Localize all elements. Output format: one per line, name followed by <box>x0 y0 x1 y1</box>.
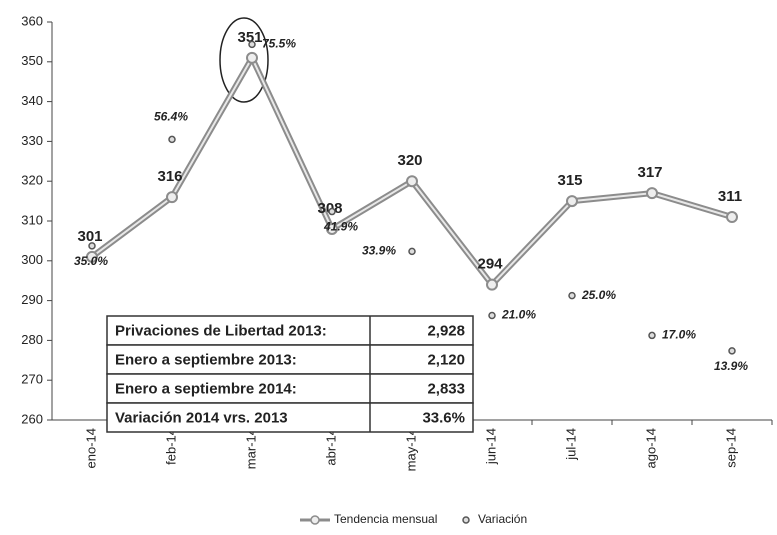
variation-point <box>408 247 416 256</box>
variation-point <box>248 40 256 49</box>
variation-point <box>728 347 736 355</box>
y-tick-label: 290 <box>21 292 43 307</box>
trend-point <box>86 250 98 263</box>
y-tick-label: 360 <box>21 13 43 28</box>
x-tick-label: mar-14 <box>243 428 258 469</box>
data-label: 316 <box>157 168 182 185</box>
variation-label: 56.4% <box>154 110 188 124</box>
trend-point <box>566 195 578 208</box>
x-tick-label: ago-14 <box>643 428 658 468</box>
y-tick-label: 320 <box>21 173 43 188</box>
legend-marker <box>462 516 470 524</box>
variation-point <box>328 207 336 216</box>
variation-label: 21.0% <box>501 308 536 322</box>
table-value: 2,120 <box>427 351 465 368</box>
table-value: 2,928 <box>427 322 465 339</box>
trend-point <box>246 51 258 64</box>
legend-marker <box>310 515 320 525</box>
table-label: Enero a septiembre 2013: <box>115 351 297 368</box>
y-tick-label: 270 <box>21 372 43 387</box>
y-tick-label: 330 <box>21 133 43 148</box>
table-row <box>106 402 474 433</box>
variation-point <box>168 135 176 144</box>
data-label: 294 <box>477 256 503 273</box>
trend-point <box>486 278 498 291</box>
data-label: 320 <box>397 152 422 169</box>
trend-point <box>406 175 418 188</box>
legend-label: Tendencia mensual <box>334 512 437 526</box>
data-label: 301 <box>77 228 102 245</box>
table-label: Enero a septiembre 2014: <box>115 380 297 397</box>
variation-label: 25.0% <box>581 288 616 302</box>
x-tick-label: jun-14 <box>483 428 498 465</box>
x-tick-label: feb-14 <box>163 428 178 465</box>
legend-label: Variación <box>478 512 527 526</box>
variation-point <box>88 242 96 250</box>
trend-point <box>326 222 338 235</box>
y-tick-label: 280 <box>21 332 43 347</box>
y-tick-label: 350 <box>21 53 43 68</box>
data-label: 317 <box>637 164 662 181</box>
variation-point <box>648 331 656 340</box>
trend-point <box>646 187 658 200</box>
data-label: 311 <box>718 188 742 205</box>
table-label: Privaciones de Libertad 2013: <box>115 322 327 339</box>
table-row <box>106 373 474 404</box>
trend-point <box>166 191 178 204</box>
table-row <box>106 344 474 375</box>
table-label: Variación 2014 vrs. 2013 <box>115 409 288 426</box>
variation-label: 17.0% <box>662 328 696 342</box>
variation-label: 33.9% <box>362 244 396 258</box>
variation-point <box>488 311 496 320</box>
highlight-ellipse <box>219 17 269 103</box>
variation-label: 35.0% <box>74 254 108 268</box>
table-value: 33.6% <box>422 409 465 426</box>
y-tick-label: 300 <box>21 252 43 267</box>
variation-label: 13.9% <box>714 359 748 373</box>
data-label: 315 <box>557 172 582 189</box>
x-tick-label: sep-14 <box>723 428 738 468</box>
y-tick-label: 340 <box>21 93 43 108</box>
x-tick-label: jul-14 <box>563 428 578 461</box>
x-tick-label: eno-14 <box>83 428 98 468</box>
variation-label: 75.5% <box>262 37 296 51</box>
y-tick-label: 310 <box>21 212 43 227</box>
y-tick-label: 260 <box>21 411 43 426</box>
table-value: 2,833 <box>427 380 465 397</box>
trend-point <box>726 211 738 224</box>
table-row <box>106 315 474 346</box>
data-label: 351 <box>237 29 262 46</box>
x-tick-label: abr-14 <box>323 428 338 466</box>
variation-label: 41.9% <box>323 220 358 234</box>
x-tick-label: may-14 <box>403 428 418 471</box>
summary-table: Privaciones de Libertad 2013: 2,928 Enero … <box>106 315 474 433</box>
variation-point <box>568 291 576 300</box>
